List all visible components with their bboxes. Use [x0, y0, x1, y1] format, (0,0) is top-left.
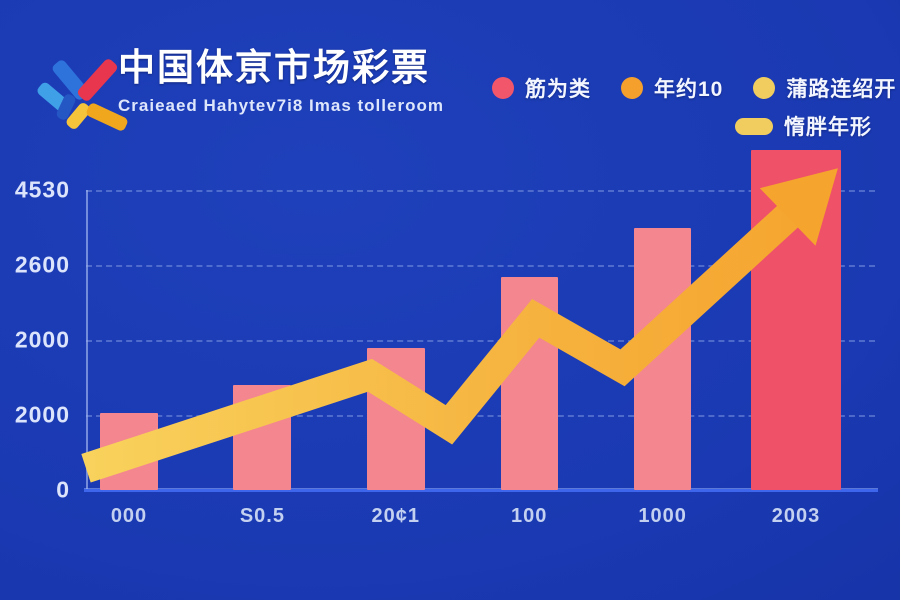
y-axis-tick-label: 0 [56, 476, 70, 503]
gridline [86, 190, 875, 192]
x-axis-tick-label: S0.5 [239, 505, 285, 527]
page-title: 中国体亰市场彩票 [118, 47, 430, 88]
bar [751, 150, 841, 490]
bar [634, 227, 692, 490]
legend-label-3: 蒲路连绍开 [786, 78, 897, 101]
legend-row-2: 惰胖年形 [735, 111, 872, 141]
x-axis-tick-label: 20¢1 [371, 505, 421, 527]
legend-item-3: 蒲路连绍开 [753, 73, 896, 103]
y-axis-line [86, 190, 88, 491]
bar [366, 347, 425, 490]
y-axis-tick-label: 2000 [14, 326, 70, 353]
legend-label-4: 惰胖年形 [784, 116, 872, 139]
legend-circle-marker-3 [753, 77, 776, 99]
legend-line-marker-4 [735, 117, 773, 135]
legend-item-4: 惰胖年形 [735, 111, 872, 141]
header-titles: 中国体亰市场彩票 Craieaed Hahytev7i8 Imas toller… [118, 47, 444, 116]
legend-label-1: 筋为类 [525, 78, 591, 101]
x-axis-tick-label: 000 [110, 505, 148, 527]
page-subtitle: Craieaed Hahytev7i8 Imas tolleroom [118, 95, 444, 115]
legend-item-2: 年约10 [621, 73, 723, 103]
x-axis-tick-label: 1000 [638, 505, 687, 527]
x-axis-line [84, 489, 878, 492]
x-axis-tick-label: 2003 [771, 505, 821, 527]
bar [100, 412, 158, 490]
x-axis-tick-label: 100 [511, 505, 548, 527]
legend-label-2: 年约10 [654, 78, 724, 101]
legend-circle-marker-1 [492, 77, 514, 99]
bar [500, 277, 558, 490]
bar [233, 385, 292, 490]
y-axis-tick-label: 4530 [14, 176, 70, 203]
legend-row-1: 筋为类 年约10 蒲路连绍开 [492, 73, 896, 103]
y-axis-tick-label: 2600 [14, 251, 70, 278]
legend-item-1: 筋为类 [492, 73, 591, 103]
legend-circle-marker-2 [621, 77, 643, 99]
y-axis-tick-label: 2000 [14, 401, 70, 428]
